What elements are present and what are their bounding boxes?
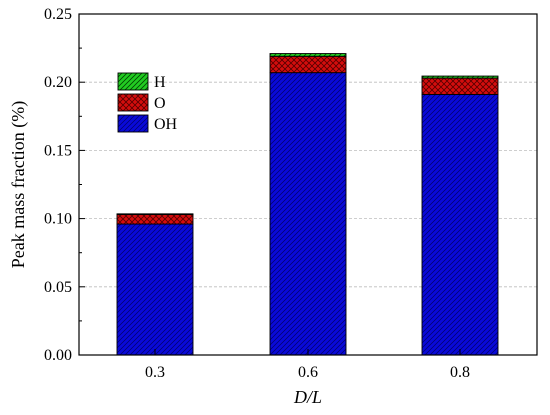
x-tick-label: 0.3 <box>145 364 165 381</box>
axes: 0.00 0.05 0.10 0.15 0.20 0.25 0.3 0.6 0.8 <box>44 6 538 381</box>
bar-oh-0_8 <box>421 94 499 356</box>
bar-h-0_8 <box>421 75 499 79</box>
legend-swatch-o <box>117 93 149 112</box>
bars <box>116 53 499 356</box>
legend-swatch-h <box>117 72 149 91</box>
x-tick-label: 0.6 <box>298 364 318 381</box>
bar-o-0_6 <box>269 55 347 74</box>
bar-oh-0_3 <box>116 223 194 356</box>
y-tick-label: 0.00 <box>44 347 72 364</box>
y-tick-label: 0.15 <box>44 142 72 159</box>
y-tick-label: 0.25 <box>44 6 72 23</box>
legend: HO OH <box>117 72 178 133</box>
y-tick-label: 0.10 <box>44 211 72 228</box>
bar-oh-0_6 <box>269 72 347 356</box>
bar-h-0_6 <box>269 53 347 57</box>
x-tick-label: 0.8 <box>450 364 470 381</box>
bar-o-0_8 <box>421 77 499 95</box>
y-tick-label: 0.20 <box>44 74 72 91</box>
y-tick-label: 0.05 <box>44 279 72 296</box>
legend-swatch-oh <box>117 114 149 133</box>
bar-h-0_3 <box>116 213 194 215</box>
y-axis-title: Peak mass fraction (%) <box>8 101 29 268</box>
legend-label-h: H <box>154 74 166 91</box>
legend-label-oh: OH <box>154 116 178 133</box>
x-axis-title: D/L <box>293 387 322 407</box>
bar-o-0_3 <box>116 214 194 225</box>
legend-label-o: O <box>154 95 166 112</box>
